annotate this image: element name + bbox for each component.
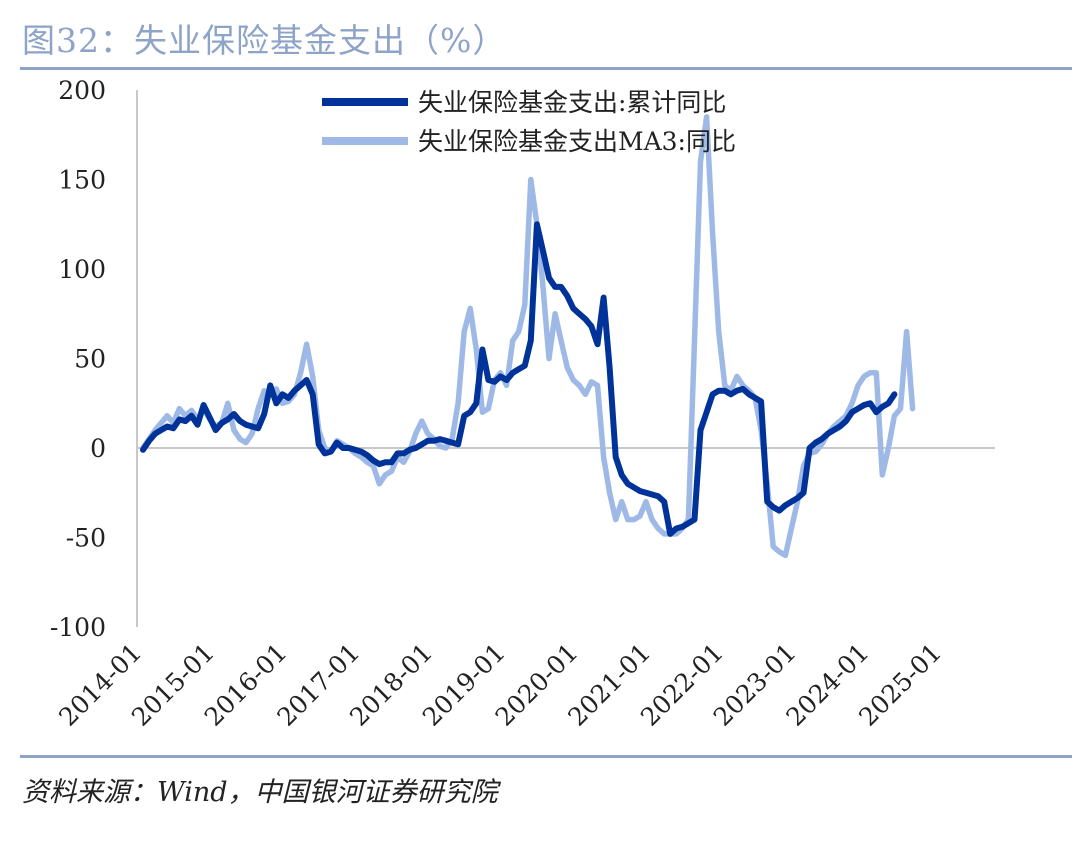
source-note: 资料来源：Wind，中国银河证券研究院 [22, 777, 498, 808]
figure-title: 图32：失业保险基金支出（%） [22, 21, 507, 60]
series-line-1 [140, 221, 898, 537]
legend-label-series-1: 失业保险基金支出:累计同比 [418, 88, 726, 117]
y-tick-label: 150 [58, 166, 106, 195]
legend: 失业保险基金支出:累计同比 失业保险基金支出MA3:同比 [322, 88, 736, 156]
y-tick-label: 100 [58, 255, 106, 284]
bottom-rule [20, 755, 1072, 758]
series-line-2 [140, 114, 916, 559]
legend-label-series-2: 失业保险基金支出MA3:同比 [418, 127, 736, 156]
y-tick-label: 50 [74, 345, 106, 374]
top-rule [20, 67, 1072, 70]
y-tick-label: 0 [90, 434, 106, 463]
y-tick-label: -50 [66, 524, 106, 553]
series-layer [140, 114, 916, 559]
y-tick-label: -100 [50, 613, 106, 642]
y-tick-label: 200 [58, 76, 106, 105]
